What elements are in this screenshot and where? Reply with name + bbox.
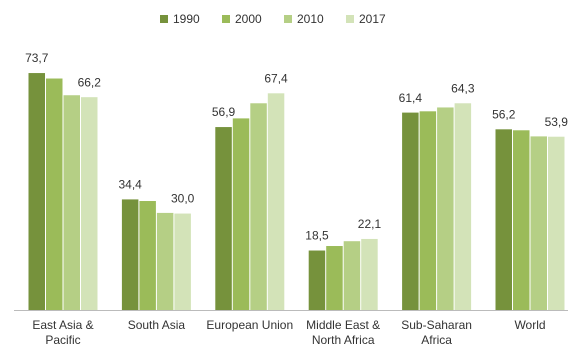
bar [139, 201, 156, 310]
legend-swatch [346, 15, 354, 23]
data-label: 56,9 [212, 105, 236, 119]
bar [156, 212, 174, 310]
x-tick-label: East Asia & Pacific [32, 318, 94, 345]
bar [215, 127, 232, 310]
data-label: 56,2 [492, 107, 516, 121]
bar [232, 118, 250, 310]
bar [63, 95, 80, 310]
legend-swatch [222, 15, 230, 23]
bar [267, 93, 285, 311]
legend-label: 2017 [359, 12, 386, 26]
data-label: 61,4 [399, 91, 423, 105]
data-label: 67,4 [264, 71, 288, 85]
bar [419, 111, 437, 310]
x-tick-label: South Asia [127, 318, 186, 332]
legend-swatch [160, 15, 168, 23]
data-label: 34,4 [118, 178, 142, 192]
data-label: 22,1 [358, 217, 382, 231]
x-tick-label: World [514, 318, 546, 332]
data-label: 73,7 [25, 51, 49, 65]
bar [46, 78, 63, 311]
bar [174, 213, 191, 310]
bar [326, 246, 343, 310]
legend-label: 1990 [173, 12, 200, 26]
bar [495, 129, 512, 310]
bar [402, 112, 419, 310]
legend-label: 2010 [297, 12, 324, 26]
data-label: 64,3 [451, 81, 475, 95]
legend-label: 2000 [235, 12, 262, 26]
bar [250, 103, 267, 310]
bar [548, 136, 565, 310]
bar [513, 130, 530, 310]
bar [81, 97, 98, 311]
x-tick-label: Sub-Saharan Africa [401, 318, 472, 345]
bar [361, 238, 378, 310]
x-tick-label: European Union [206, 318, 294, 332]
bar [28, 73, 45, 310]
bar [437, 107, 454, 310]
data-label: 30,0 [171, 192, 195, 206]
x-tick-label: Middle East & North Africa [306, 318, 381, 345]
bar [454, 103, 472, 310]
bar [121, 199, 139, 310]
bar [343, 241, 361, 310]
legend-swatch [284, 15, 292, 23]
data-label: 53,9 [545, 115, 568, 129]
bar [308, 250, 326, 310]
bar [530, 136, 547, 310]
data-label: 66,2 [78, 75, 102, 89]
data-label: 18,5 [305, 229, 329, 243]
